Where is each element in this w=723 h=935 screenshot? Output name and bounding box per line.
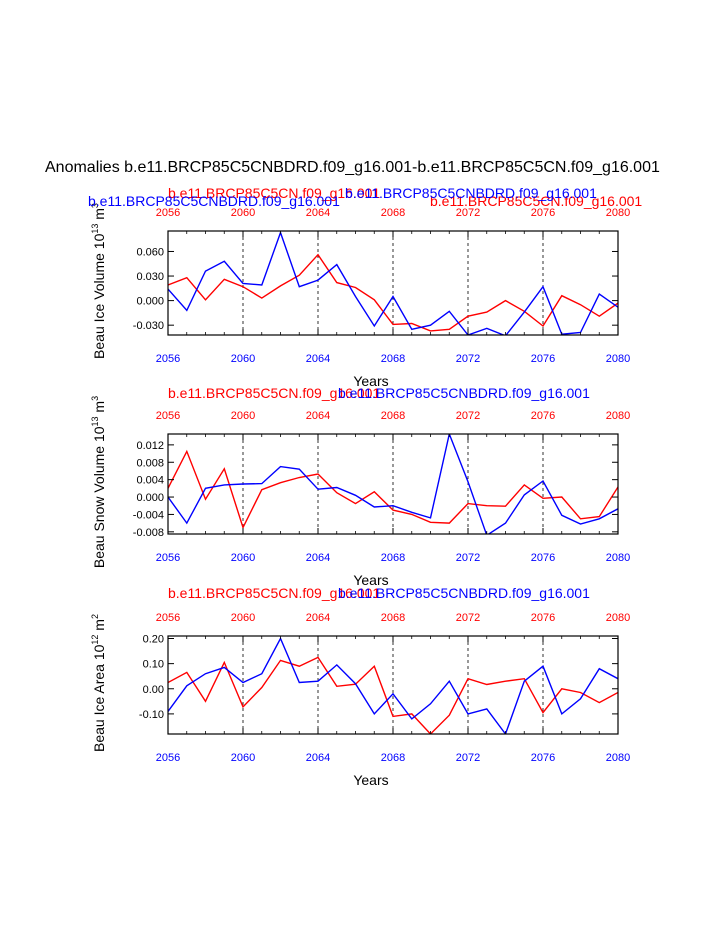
- x-tick-label-top: 2060: [231, 207, 255, 219]
- x-tick-label-top: 2076: [531, 612, 555, 624]
- x-tick-label-top: 2056: [156, 410, 180, 422]
- x-tick-label-bottom: 2080: [606, 552, 630, 564]
- x-tick-label-top: 2068: [381, 410, 405, 422]
- x-tick-label-top: 2080: [606, 207, 630, 219]
- x-tick-label-bottom: 2080: [606, 353, 630, 365]
- x-tick-label-bottom: 2056: [156, 552, 180, 564]
- series-name-blue: b.e11.BRCP85C5CNBDRD.f09_g16.001: [338, 385, 590, 401]
- x-tick-label-bottom: 2056: [156, 752, 180, 764]
- x-axis-title: Years: [353, 373, 388, 389]
- chart-panel-3: -0.10 0.00 0.10 0.20 2056 2056 2060 2060 2064 206…: [90, 585, 630, 788]
- x-tick-label-bottom: 2068: [381, 353, 405, 365]
- x-tick-label-top: 2060: [231, 612, 255, 624]
- x-tick-label-top: 2068: [381, 612, 405, 624]
- y-tick-label: 0.008: [136, 457, 164, 469]
- x-tick-label-top: 2076: [531, 207, 555, 219]
- series-name-blue-right: b.e11.BRCP85C5CNBDRD.f09_g16.001: [345, 185, 597, 201]
- x-axis-title: Years: [353, 572, 388, 588]
- page-title: Anomalies b.e11.BRCP85C5CNBDRD.f09_g16.0…: [45, 159, 660, 176]
- series-line-red: [168, 449, 618, 530]
- series-line-red: [168, 656, 618, 734]
- series-line-blue: [168, 231, 618, 335]
- y-tick-label: 0.10: [143, 659, 164, 671]
- series-name-blue: b.e11.BRCP85C5CNBDRD.f09_g16.001: [88, 193, 340, 209]
- x-axis-title: Years: [353, 772, 388, 788]
- x-tick-label-bottom: 2068: [381, 752, 405, 764]
- x-tick-label-top: 2072: [456, 612, 480, 624]
- x-tick-label-bottom: 2056: [156, 353, 180, 365]
- y-tick-label: -0.10: [139, 709, 164, 721]
- y-tick-label: 0.000: [136, 492, 164, 504]
- x-tick-label-bottom: 2060: [231, 353, 255, 365]
- y-tick-label: -0.030: [133, 320, 164, 332]
- x-tick-label-bottom: 2060: [231, 752, 255, 764]
- x-tick-label-bottom: 2080: [606, 752, 630, 764]
- chart-panel-1: -0.030 0.000 0.030 0.060 2056 2056 2060 2060 206…: [88, 185, 642, 389]
- y-tick-label: 0.012: [136, 440, 164, 452]
- series-name-red: b.e11.BRCP85C5CN.f09_g16.001: [168, 185, 380, 201]
- series-line-blue: [168, 636, 618, 734]
- x-tick-label-bottom: 2072: [456, 752, 480, 764]
- y-tick-label: 0.000: [136, 296, 164, 308]
- x-tick-label-bottom: 2072: [456, 552, 480, 564]
- series-name-red: b.e11.BRCP85C5CN.f09_g16.001: [168, 385, 380, 401]
- y-tick-label: 0.030: [136, 271, 164, 283]
- x-tick-label-top: 2080: [606, 410, 630, 422]
- x-tick-label-top: 2076: [531, 410, 555, 422]
- x-tick-label-bottom: 2064: [306, 752, 330, 764]
- x-tick-label-bottom: 2076: [531, 552, 555, 564]
- y-axis-title: Beau Snow Volume 1013 m3: [90, 396, 107, 568]
- x-tick-label-bottom: 2068: [381, 552, 405, 564]
- series-line-blue: [168, 434, 618, 534]
- x-tick-label-top: 2064: [306, 612, 330, 624]
- x-tick-label-bottom: 2064: [306, 353, 330, 365]
- y-axis-title: Beau Ice Volume 1013 m3: [90, 203, 107, 359]
- y-tick-label: 0.004: [136, 475, 164, 487]
- x-tick-label-bottom: 2072: [456, 353, 480, 365]
- x-tick-label-top: 2060: [231, 410, 255, 422]
- series-name-red: b.e11.BRCP85C5CN.f09_g16.001: [168, 585, 380, 601]
- x-tick-label-top: 2056: [156, 612, 180, 624]
- x-tick-label-top: 2056: [156, 207, 180, 219]
- series-name-red-right: b.e11.BRCP85C5CN.f09_g16.001: [430, 193, 642, 209]
- x-tick-label-top: 2080: [606, 612, 630, 624]
- x-tick-label-top: 2072: [456, 207, 480, 219]
- x-tick-label-top: 2068: [381, 207, 405, 219]
- y-tick-label: 0.00: [143, 684, 164, 696]
- x-tick-label-top: 2072: [456, 410, 480, 422]
- x-tick-label-top: 2064: [306, 410, 330, 422]
- x-tick-label-bottom: 2060: [231, 552, 255, 564]
- y-tick-label: -0.004: [133, 509, 164, 521]
- series-line-red: [168, 253, 618, 332]
- x-tick-label-bottom: 2076: [531, 353, 555, 365]
- x-tick-label-top: 2064: [306, 207, 330, 219]
- y-tick-label: 0.20: [143, 634, 164, 646]
- y-tick-label: -0.008: [133, 527, 164, 539]
- x-tick-label-bottom: 2064: [306, 552, 330, 564]
- x-tick-label-bottom: 2076: [531, 752, 555, 764]
- chart-panel-2: -0.008 -0.004 0.000 0.004 0.008 0.012 2056 2056…: [90, 385, 630, 588]
- y-tick-label: 0.060: [136, 246, 164, 258]
- y-axis-title: Beau Ice Area 1012 m2: [90, 614, 107, 752]
- series-name-blue: b.e11.BRCP85C5CNBDRD.f09_g16.001: [338, 585, 590, 601]
